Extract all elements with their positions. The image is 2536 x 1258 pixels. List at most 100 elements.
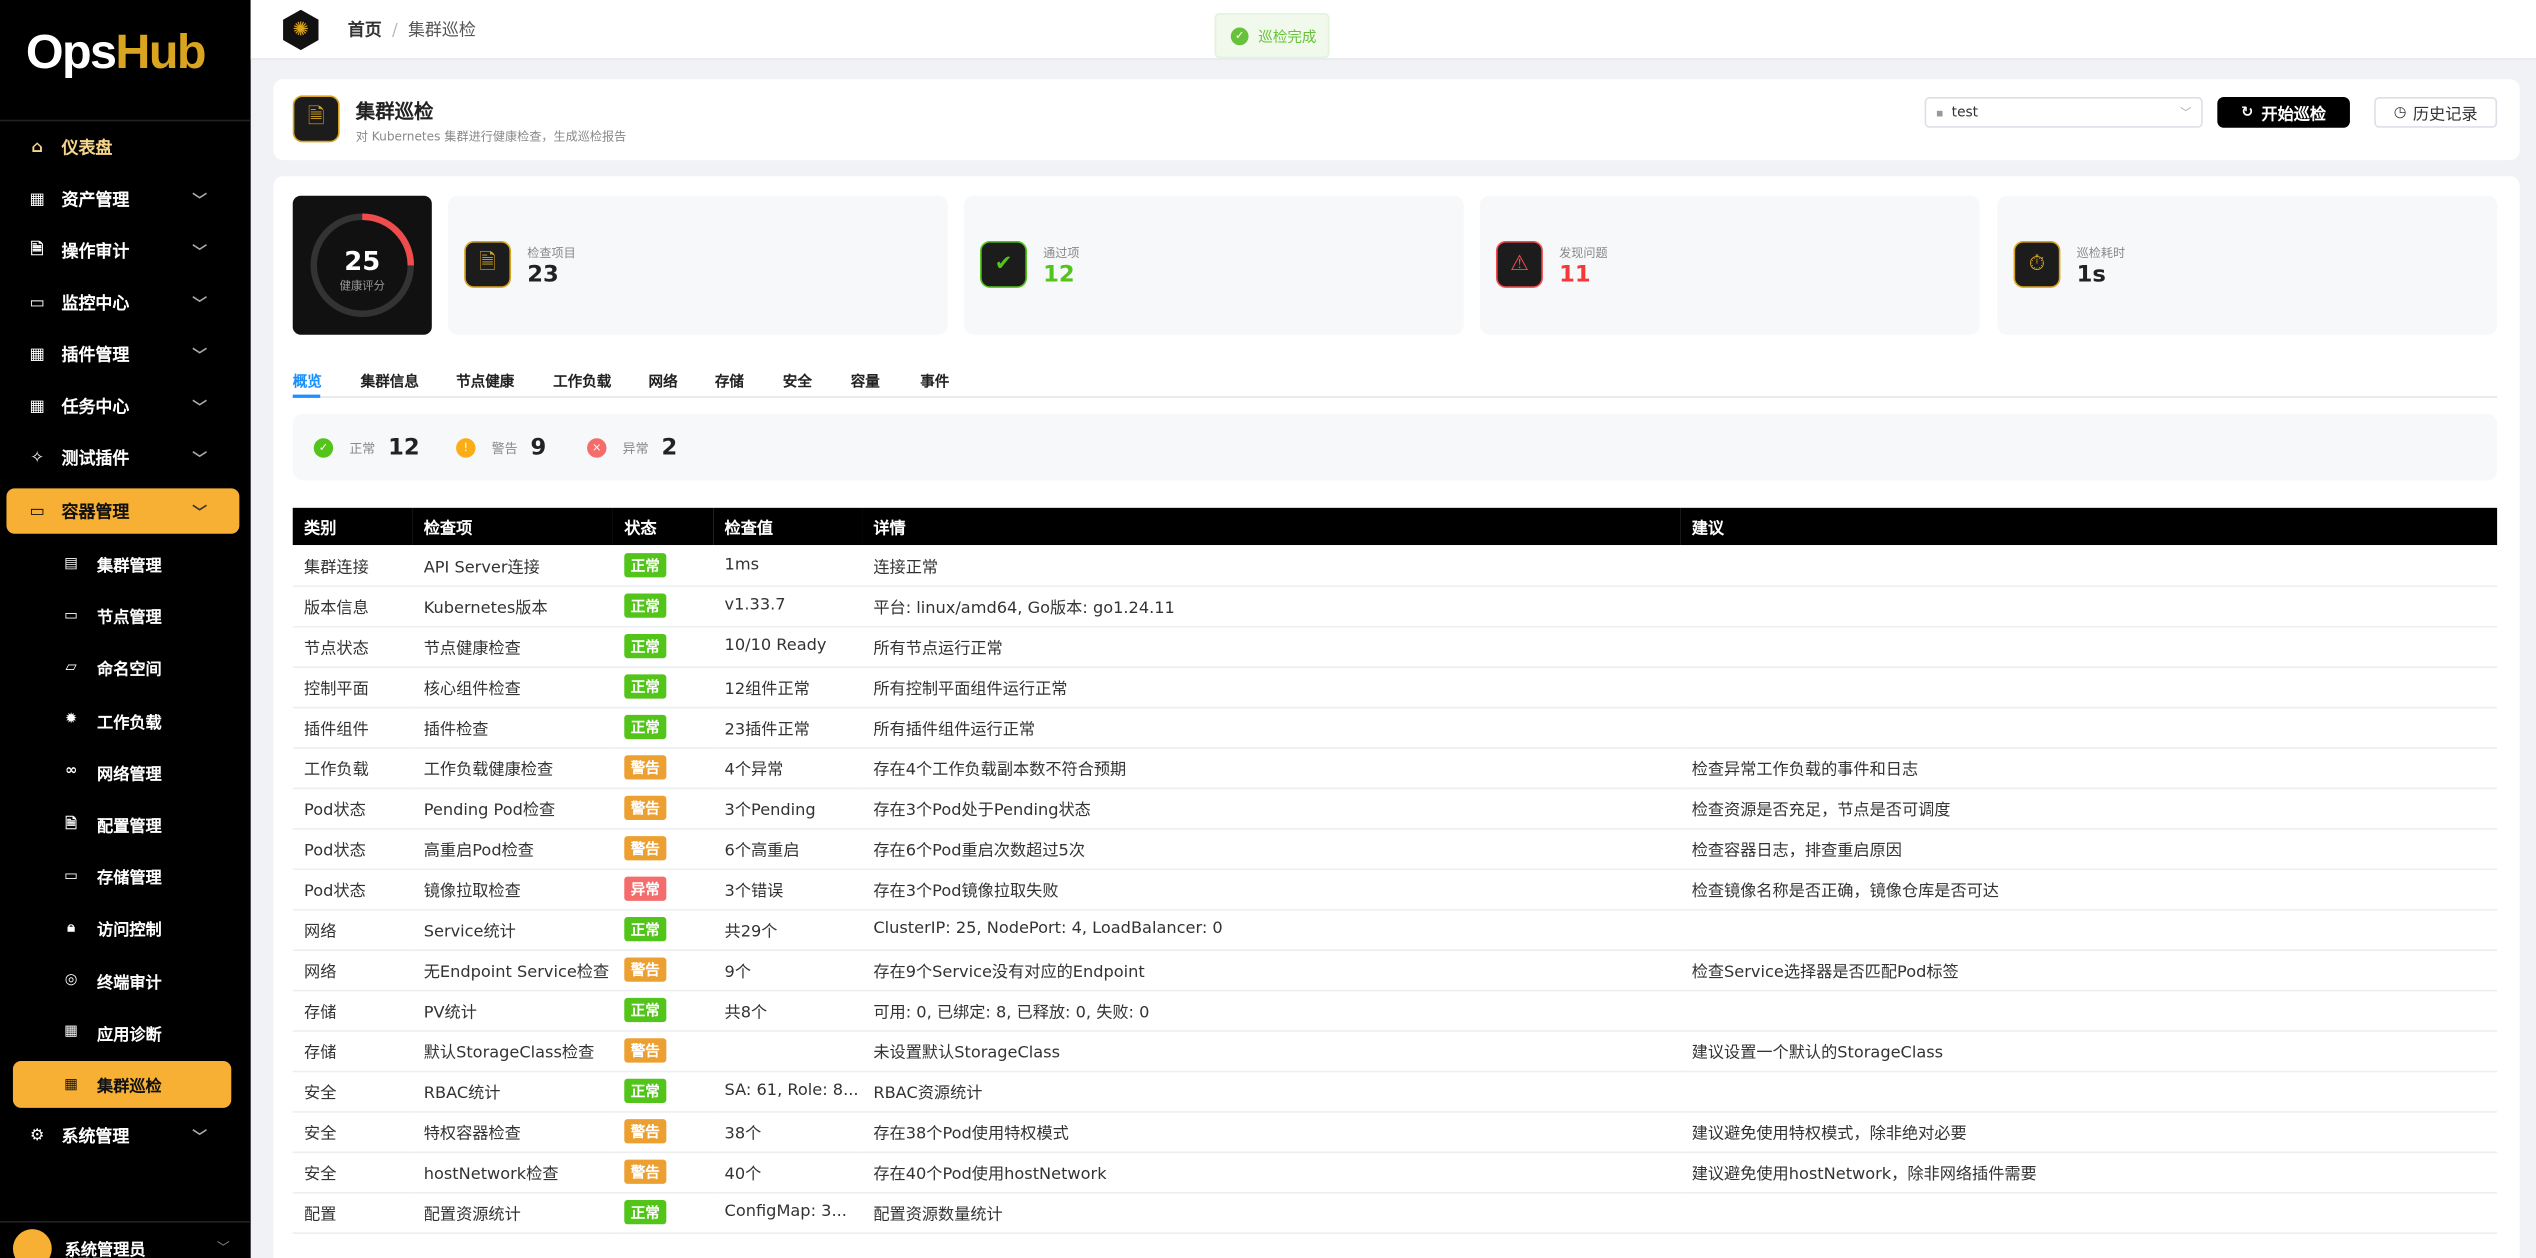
page-subtitle: 对 Kubernetes 集群进行健康检查，生成巡检报告 bbox=[355, 129, 627, 144]
column-header[interactable]: 检查项 bbox=[412, 507, 613, 546]
table-cell: 可用: 0, 已绑定: 8, 已释放: 0, 失败: 0 bbox=[862, 989, 1681, 1032]
chevron-down-icon[interactable]: ﹀ bbox=[216, 1240, 230, 1256]
sidebar-item-4[interactable]: ▦ 插件管理 ﹀ bbox=[6, 332, 239, 377]
table-cell: 所有节点运行正常 bbox=[862, 625, 1681, 668]
tab-7[interactable]: 容量 bbox=[850, 375, 880, 392]
status-badge: 正常 bbox=[624, 714, 667, 740]
gear-icon: ✹ bbox=[65, 711, 78, 728]
table-cell: 核心组件检查 bbox=[412, 666, 613, 708]
sidebar-item-6[interactable]: ✧ 测试插件 ﹀ bbox=[6, 435, 239, 480]
stopwatch-icon: ⏱ bbox=[2013, 240, 2061, 288]
status-badge: 正常 bbox=[624, 917, 667, 942]
status-badge: 正常 bbox=[624, 1078, 667, 1103]
summary-2: × 异常 2 bbox=[587, 435, 677, 461]
column-header[interactable]: 状态 bbox=[612, 507, 714, 546]
status-badge: 正常 bbox=[624, 633, 667, 659]
report-card: 25 健康评分 🗎 检查项目 23 ✔ 通过项 12 ⚠ 发现问题 11 ⏱ 巡… bbox=[273, 176, 2520, 1258]
table-row: 安全 特权容器检查 警告 38个 存在38个Pod使用特权模式 建议避免使用特权模式，除非… bbox=[292, 1111, 2498, 1153]
sidebar-item-1[interactable]: ▦ 资产管理 ﹀ bbox=[6, 176, 239, 221]
sidebar-subitem-1[interactable]: ▭ 节点管理 bbox=[13, 592, 231, 639]
cluster-select-value: test bbox=[1951, 104, 1979, 121]
sidebar: OpsHub ⌂ 仪表盘 ▦ 资产管理 ﹀ 🗎 操作审计 ﹀ ▭ 监控中心 ﹀ ▦ 插件管理 ﹀ ▦ 任务中心… bbox=[0, 0, 251, 1258]
table-cell: 存在3个Pod处于Pending状态 bbox=[862, 787, 1681, 829]
eye-icon: ◎ bbox=[64, 972, 78, 989]
sidebar-subitem-3[interactable]: ✹ 工作负载 bbox=[13, 696, 231, 743]
sidebar-item-0[interactable]: ⌂ 仪表盘 bbox=[6, 125, 239, 170]
column-header[interactable]: 类别 bbox=[292, 507, 413, 546]
table-cell: Pod状态 bbox=[292, 828, 413, 870]
chevron-down-icon: ﹀ bbox=[192, 245, 208, 262]
table-cell: 配置 bbox=[292, 1191, 413, 1234]
table-row: Pod状态 镜像拉取检查 异常 3个错误 存在3个Pod镜像拉取失败 检查镜像名称是否正确… bbox=[292, 868, 2498, 910]
table-cell: RBAC统计 bbox=[412, 1070, 613, 1112]
cluster-select[interactable]: ▪ test ﹀ bbox=[1924, 97, 2203, 128]
table-cell: 3个Pending bbox=[713, 787, 863, 829]
table-cell: 建议设置一个默认的StorageClass bbox=[1680, 1030, 2498, 1072]
sidebar-item-3[interactable]: ▭ 监控中心 ﹀ bbox=[6, 280, 239, 325]
score-label: 健康评分 bbox=[339, 279, 385, 293]
user-area[interactable] bbox=[0, 1221, 251, 1258]
breadcrumb: 首页 / 集群巡检 bbox=[348, 18, 476, 42]
table-cell bbox=[1680, 625, 2498, 668]
stat-label: 通过项 bbox=[1043, 245, 1080, 261]
table-cell bbox=[1680, 666, 2498, 708]
table-row: 节点状态 节点健康检查 正常 10/10 Ready 所有节点运行正常 bbox=[292, 625, 2498, 668]
table-cell: 检查容器日志，排查重启原因 bbox=[1680, 828, 2498, 870]
history-button[interactable]: ◷ 历史记录 bbox=[2374, 97, 2498, 128]
sidebar-subitem-7[interactable]: 🔒︎ 访问控制 bbox=[13, 905, 231, 952]
sidebar-subitem-4[interactable]: ∞ 网络管理 bbox=[13, 748, 231, 795]
sidebar-item-2[interactable]: 🗎 操作审计 ﹀ bbox=[6, 228, 239, 273]
tab-1[interactable]: 集群信息 bbox=[360, 375, 419, 392]
stat-card-0: 🗎 检查项目 23 bbox=[447, 195, 948, 335]
breadcrumb-home[interactable]: 首页 bbox=[347, 21, 382, 41]
sidebar-subitem-9[interactable]: ▦ 应用诊断 bbox=[13, 1009, 231, 1056]
tab-8[interactable]: 事件 bbox=[920, 375, 950, 392]
table-cell: 1ms bbox=[713, 545, 863, 587]
tab-4[interactable]: 网络 bbox=[648, 375, 678, 392]
sidebar-subitem-5[interactable]: 🗎 配置管理 bbox=[13, 801, 231, 848]
table-cell: 10/10 Ready bbox=[713, 625, 863, 668]
sidebar-subitem-2[interactable]: ▱ 命名空间 bbox=[13, 644, 231, 691]
chevron-down-icon: ﹀ bbox=[2180, 105, 2192, 119]
sidebar-subitem-10[interactable]: ▦ 集群巡检 bbox=[12, 1060, 232, 1108]
grid-icon: ▦ bbox=[29, 190, 45, 208]
tab-0[interactable]: 概览 bbox=[292, 375, 322, 392]
table-cell: 安全 bbox=[292, 1111, 413, 1153]
start-inspection-button[interactable]: ↻ 开始巡检 bbox=[2217, 97, 2350, 128]
breadcrumb-separator: / bbox=[391, 21, 398, 41]
sidebar-item-7[interactable]: ▭ 容器管理 ﹀ bbox=[6, 488, 240, 534]
tab-5[interactable]: 存储 bbox=[714, 375, 744, 392]
tab-2[interactable]: 节点健康 bbox=[456, 375, 515, 392]
column-header[interactable]: 详情 bbox=[862, 507, 1681, 546]
table-cell bbox=[1680, 1191, 2498, 1234]
table-cell: Service统计 bbox=[412, 908, 613, 951]
sidebar-subitem-8[interactable]: ◎ 终端审计 bbox=[13, 957, 231, 1004]
column-header[interactable]: 建议 bbox=[1680, 507, 2498, 546]
table-cell: 共8个 bbox=[713, 989, 863, 1032]
table-cell: 插件检查 bbox=[412, 706, 613, 749]
stat-value: 1s bbox=[2076, 262, 2106, 288]
table-cell bbox=[1680, 908, 2498, 951]
sidebar-item-5[interactable]: ▦ 任务中心 ﹀ bbox=[6, 383, 239, 428]
column-header[interactable]: 检查值 bbox=[713, 507, 863, 546]
table-cell: 高重启Pod检查 bbox=[412, 828, 613, 870]
table-row: 存储 PV统计 正常 共8个 可用: 0, 已绑定: 8, 已释放: 0, 失败: 0 bbox=[292, 989, 2498, 1032]
table-cell: 存在40个Pod使用hostNetwork bbox=[862, 1151, 1681, 1193]
table-cell: 6个高重启 bbox=[713, 828, 863, 870]
table-cell: 安全 bbox=[292, 1070, 413, 1112]
status-badge: 正常 bbox=[624, 674, 667, 699]
table-cell: 连接正常 bbox=[862, 545, 1681, 587]
table-cell bbox=[1680, 1070, 2498, 1112]
avatar[interactable] bbox=[12, 1229, 52, 1258]
score-value: 25 bbox=[344, 245, 381, 277]
table-cell: 共29个 bbox=[713, 908, 863, 951]
tab-3[interactable]: 工作负载 bbox=[553, 375, 612, 392]
check-circle-icon: ✔ bbox=[980, 240, 1027, 288]
sidebar-subitem-6[interactable]: ▭ 存储管理 bbox=[13, 853, 231, 900]
status-badge: 正常 bbox=[624, 997, 667, 1023]
sidebar-subitem-0[interactable]: ▤ 集群管理 bbox=[13, 540, 231, 587]
table-cell: v1.33.7 bbox=[713, 585, 863, 627]
tab-6[interactable]: 安全 bbox=[782, 375, 812, 392]
table-row: Pod状态 高重启Pod检查 警告 6个高重启 存在6个Pod重启次数超过5次 检查容器日… bbox=[292, 828, 2498, 870]
sidebar-item-system[interactable]: ⚙ 系统管理 ﹀ bbox=[6, 1113, 239, 1158]
